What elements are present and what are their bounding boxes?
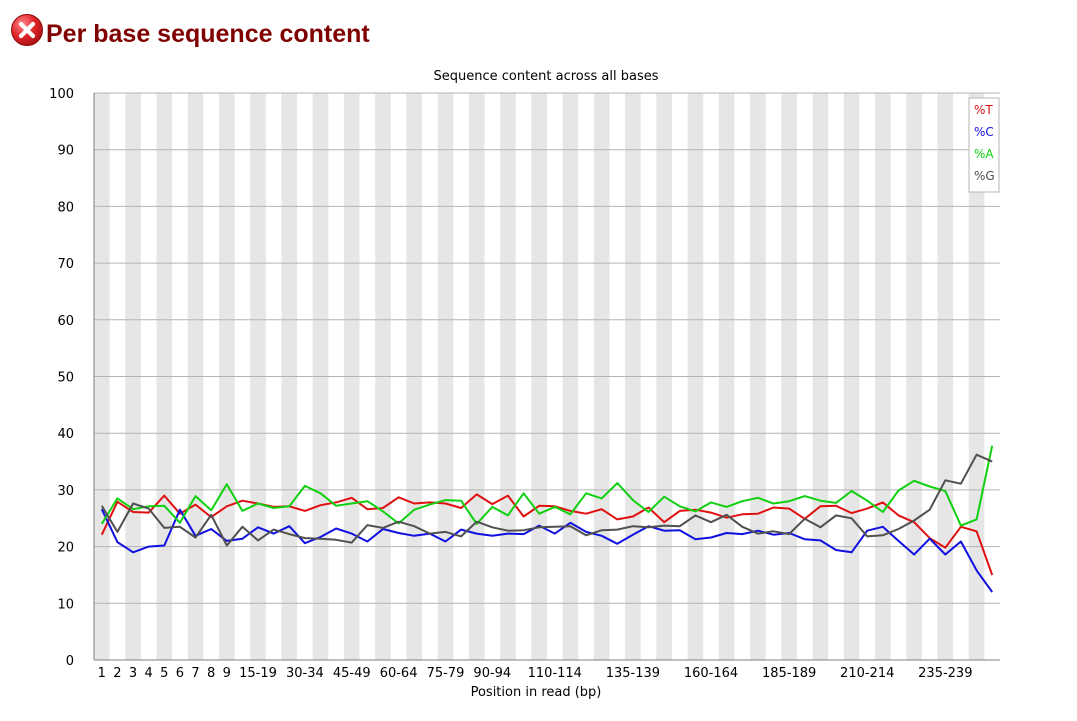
- x-tick-label: 8: [207, 666, 215, 681]
- x-tick-label: 110-114: [528, 666, 582, 681]
- x-tick-label: 135-139: [606, 666, 660, 681]
- y-tick-label: 90: [57, 144, 74, 159]
- y-tick-label: 100: [49, 87, 74, 102]
- x-tick-label: 60-64: [380, 666, 418, 681]
- x-tick-label: 75-79: [427, 666, 465, 681]
- error-cross-icon: [11, 14, 43, 46]
- x-tick-label: 3: [129, 666, 137, 681]
- x-tick-labels: 1 2 3 4 5 6 7 8 9 15-19 30-34 45-49 60-64 75-79 90-94 1…: [98, 666, 973, 681]
- x-tick-label: 9: [223, 666, 231, 681]
- x-tick-label: 210-214: [840, 666, 894, 681]
- chart-title: Sequence content across all bases: [433, 69, 658, 84]
- series-line-t: [100, 493, 994, 576]
- x-tick-label: 2: [113, 666, 121, 681]
- y-tick-label: 60: [57, 314, 74, 329]
- legend-entry: %A: [974, 147, 994, 161]
- y-tick-label: 20: [57, 541, 74, 556]
- y-tick-label: 30: [57, 484, 74, 499]
- x-tick-label: 235-239: [918, 666, 972, 681]
- y-tick-label: 10: [57, 597, 74, 612]
- y-tick-label: 80: [57, 200, 74, 215]
- legend-entry: %G: [974, 169, 995, 183]
- series-line-a: [100, 445, 994, 527]
- legend-box: [968, 97, 1000, 193]
- module-header: Per base sequence content: [10, 10, 370, 50]
- x-tick-label: 6: [176, 666, 184, 681]
- x-tick-label: 15-19: [239, 666, 277, 681]
- x-tick-label: 7: [191, 666, 199, 681]
- y-tick-label: 40: [57, 427, 74, 442]
- x-axis-label: Position in read (bp): [471, 685, 602, 700]
- y-tick-labels: 0 10 20 30 40 50 60 70 80 90 100: [49, 87, 74, 669]
- module-title: Per base sequence content: [46, 19, 370, 48]
- y-tick-label: 0: [66, 654, 74, 669]
- x-tick-label: 160-164: [684, 666, 738, 681]
- x-tick-label: 4: [145, 666, 153, 681]
- y-tick-label: 70: [57, 257, 74, 272]
- legend-entry: %T: [974, 103, 993, 117]
- y-tick-label: 50: [57, 371, 74, 386]
- legend-entry: %C: [974, 125, 994, 139]
- axes: [93, 93, 1000, 661]
- x-tick-label: 5: [160, 666, 168, 681]
- series-line-g: [100, 453, 993, 547]
- x-tick-label: 45-49: [333, 666, 371, 681]
- gridlines: [94, 92, 1000, 604]
- x-tick-label: 90-94: [473, 666, 511, 681]
- series-lines: [100, 445, 994, 593]
- x-tick-label: 1: [98, 666, 106, 681]
- legend: %T %C %A %G: [968, 97, 1000, 193]
- x-tick-label: 30-34: [286, 666, 324, 681]
- sequence-content-chart: 0 10 20 30 40 50 60 70 80 90 100 1 2 3 4 5 6 7 8 9 15-19 30-…: [49, 69, 1000, 700]
- x-tick-label: 185-189: [762, 666, 816, 681]
